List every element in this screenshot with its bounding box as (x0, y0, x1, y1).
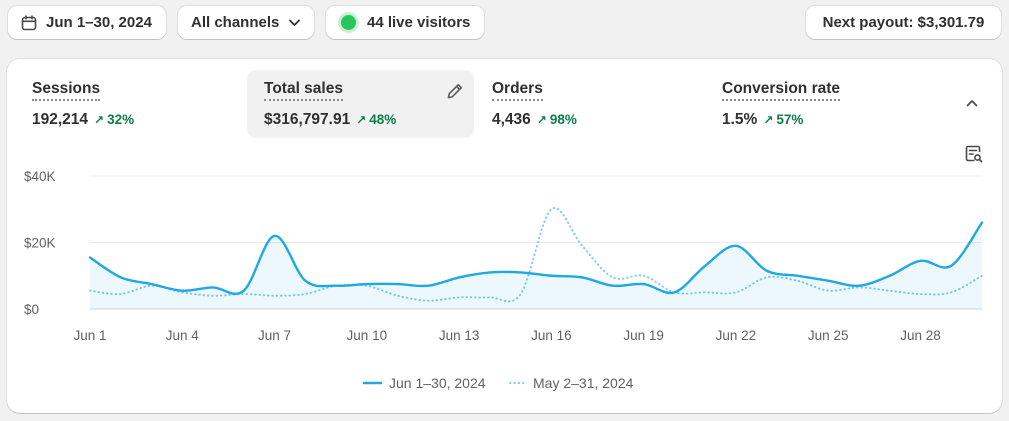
arrow-up-right-icon: ↗ (94, 113, 105, 127)
metric-value: 192,214 (32, 111, 89, 128)
metric-value: 1.5% (722, 111, 758, 128)
metric-change: ↗ 48% (356, 112, 397, 127)
metric-value: $316,797.91 (264, 111, 351, 128)
x-tick-label: Jun 16 (531, 328, 572, 343)
explore-chart-icon[interactable] (964, 144, 984, 169)
series-area (90, 222, 982, 309)
x-tick-label: Jun 19 (623, 328, 664, 343)
next-payout-label: Next payout: $3,301.79 (822, 14, 985, 31)
metric-change: ↗ 57% (763, 112, 804, 127)
x-tick-label: Jun 28 (900, 328, 941, 343)
chevron-up-icon[interactable] (965, 96, 979, 115)
metric-label: Conversion rate (722, 80, 841, 101)
metric-conversion-rate[interactable]: Conversion rate 1.5% ↗ 57% (705, 70, 932, 138)
live-visitors-label: 44 live visitors (367, 14, 471, 31)
x-tick-label: Jun 4 (166, 328, 200, 343)
x-tick-label: Jun 1 (73, 328, 106, 343)
next-payout-button[interactable]: Next payout: $3,301.79 (806, 6, 1001, 39)
date-range-label: Jun 1–30, 2024 (46, 14, 152, 31)
channels-label: All channels (191, 14, 280, 31)
metric-orders[interactable]: Orders 4,436 ↗ 98% (475, 70, 702, 138)
x-tick-label: Jun 10 (347, 328, 388, 343)
metric-change: ↗ 32% (94, 112, 135, 127)
arrow-up-right-icon: ↗ (763, 113, 774, 127)
live-visitors-button[interactable]: 44 live visitors (326, 6, 484, 39)
x-tick-label: Jun 13 (439, 328, 480, 343)
metric-label: Sessions (32, 80, 101, 101)
y-tick-label: $40K (24, 169, 56, 184)
x-tick-label: Jun 22 (716, 328, 757, 343)
series-line-current (88, 221, 984, 296)
date-range-button[interactable]: Jun 1–30, 2024 (8, 6, 166, 39)
metric-value: 4,436 (492, 111, 531, 128)
analytics-card: Sessions 192,214 ↗ 32% Total sales $316,79… (7, 59, 1002, 413)
channels-dropdown[interactable]: All channels (178, 6, 314, 39)
series-line-previous (89, 207, 983, 303)
metric-label: Total sales (264, 80, 343, 101)
pencil-icon[interactable] (446, 82, 464, 105)
y-tick-label: $0 (24, 302, 39, 317)
x-tick-label: Jun 25 (808, 328, 849, 343)
y-tick-label: $20K (24, 236, 56, 251)
live-indicator-icon (341, 15, 356, 30)
chevron-down-icon (288, 16, 301, 29)
legend-label-current: Jun 1–30, 2024 (389, 375, 486, 391)
arrow-up-right-icon: ↗ (356, 113, 367, 127)
metric-change: ↗ 98% (536, 112, 577, 127)
metric-total-sales[interactable]: Total sales $316,797.91 ↗ 48% (247, 70, 474, 138)
arrow-up-right-icon: ↗ (536, 113, 547, 127)
sales-line-chart: $0 $20K $40K Jun 1 Jun 4 Jun 7 Jun 10 Jun 13 Jun… (24, 169, 984, 391)
calendar-icon (21, 14, 37, 31)
metric-label: Orders (492, 80, 543, 101)
x-tick-label: Jun 7 (258, 328, 291, 343)
legend-label-previous: May 2–31, 2024 (533, 375, 634, 391)
metric-sessions[interactable]: Sessions 192,214 ↗ 32% (15, 70, 242, 138)
